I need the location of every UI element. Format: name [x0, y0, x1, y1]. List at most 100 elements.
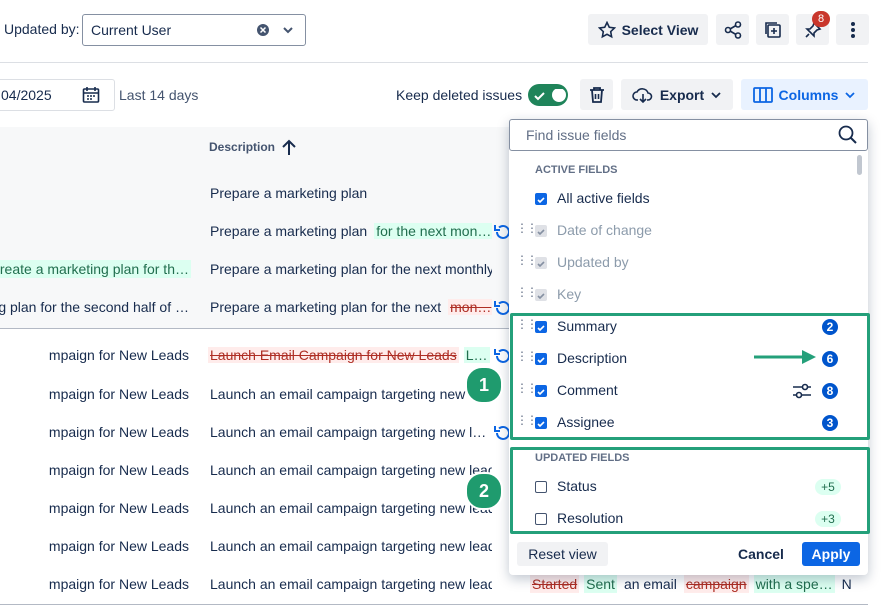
column-header[interactable]: Description — [209, 140, 276, 154]
cell: mpaign for New Leads — [47, 538, 196, 554]
count-badge: 3 — [822, 415, 838, 431]
diff-text: mpaign for New Leads — [48, 424, 189, 440]
drag-handle: ⋮⋮ — [516, 413, 538, 427]
field-row[interactable]: Resolution +3 — [509, 509, 859, 529]
restore-icon[interactable] — [493, 299, 511, 317]
checkbox — [535, 257, 547, 269]
select-icons — [257, 24, 293, 36]
cell: Prepare a marketing plan for the next mon… — [208, 299, 492, 315]
callout: 2 — [465, 472, 503, 510]
restore-icon[interactable] — [493, 223, 511, 241]
checkbox[interactable] — [535, 193, 547, 205]
cancel-button[interactable]: Cancel — [738, 546, 784, 562]
diff-text: Sent — [584, 575, 617, 593]
search-field[interactable]: Find issue fields — [509, 119, 868, 151]
count-badge: +3 — [815, 511, 841, 527]
drag-handle: ⋮⋮ — [516, 221, 538, 235]
drag-handle: ⋮⋮ — [516, 381, 538, 395]
drag-handle: ⋮⋮ — [516, 285, 538, 299]
field-row[interactable]: ⋮⋮ Date of change — [509, 221, 859, 241]
field-label: Comment — [557, 382, 618, 398]
field-row[interactable]: ⋮⋮ Summary 2 — [509, 317, 859, 337]
divider — [0, 62, 868, 63]
trash-icon — [589, 86, 604, 103]
diff-text: with a spe… — [753, 575, 835, 593]
diff-text: Prepare a marketing plan — [210, 185, 368, 201]
diff-text: mon… — [448, 299, 492, 315]
field-row[interactable]: ⋮⋮ Updated by — [509, 253, 859, 273]
cell: mpaign for New Leads — [47, 424, 196, 440]
cell: Launch an email campaign targeting new l… — [208, 462, 492, 478]
more-button[interactable] — [836, 14, 869, 45]
diff-text: Launch an email campaign targeting new l… — [210, 462, 492, 478]
notification-badge: 8 — [812, 11, 830, 27]
toggle-icon — [534, 89, 566, 102]
chevron — [711, 91, 721, 98]
toggle[interactable] — [528, 84, 568, 106]
field-label: Key — [557, 286, 582, 302]
cell: Launch an email campaign targeting new l… — [208, 424, 492, 440]
field-label: Date of change — [557, 222, 652, 238]
highlight-box — [510, 313, 870, 440]
diff-text: Prepare a marketing plan for the next mo… — [210, 261, 492, 277]
check — [537, 357, 545, 364]
restore-icon[interactable] — [493, 424, 511, 442]
field-label: All active fields — [557, 190, 650, 206]
diff-text: mpaign for New Leads — [48, 386, 189, 402]
checkbox[interactable] — [535, 417, 547, 429]
count-badge: 2 — [822, 319, 838, 335]
diff-text: mpaign for New Leads — [48, 500, 189, 516]
diff-text: an email — [623, 576, 677, 592]
apply-button[interactable]: Apply — [802, 542, 860, 566]
select-value: Current User — [91, 22, 172, 38]
sliders — [793, 383, 811, 399]
field-row[interactable]: ⋮⋮ Assignee 3 — [509, 413, 859, 433]
columns-button[interactable]: Columns — [741, 79, 868, 110]
field-row[interactable]: All active fields — [509, 189, 859, 209]
checkbox[interactable] — [535, 481, 547, 493]
field-row[interactable]: ⋮⋮ Key — [509, 285, 859, 305]
export-button[interactable]: Export — [621, 79, 733, 110]
filter-icon[interactable] — [792, 382, 812, 403]
reset-button[interactable]: Reset view — [517, 542, 608, 566]
chevron — [845, 91, 856, 98]
date-field[interactable]: 04/2025 — [0, 79, 115, 111]
diff-text: Started — [530, 575, 580, 593]
columns-panel: Find issue fields ACTIVE FIELDS UPDATED … — [509, 119, 868, 575]
field-row[interactable]: ⋮⋮ Description 6 — [509, 349, 859, 369]
cell: Launch an email campaign targeting new l… — [208, 500, 492, 516]
diff-text: Prepare a marketing plan for the next — [210, 299, 442, 315]
cell: Prepare a marketing plan for the next mon… — [208, 223, 492, 239]
delete-button[interactable] — [580, 79, 613, 110]
field-row[interactable]: Status +5 — [509, 477, 859, 497]
checkbox[interactable] — [535, 385, 547, 397]
export-page-button[interactable] — [756, 14, 789, 45]
button-label: Reset view — [528, 546, 597, 562]
diff-text: Create a marketing plan for th… — [0, 260, 191, 278]
field-label: Resolution — [557, 510, 624, 526]
pin-icon — [804, 21, 821, 38]
group-divider — [0, 328, 868, 329]
field-label: Status — [557, 478, 597, 494]
check — [537, 389, 545, 396]
diff-text: Launch an email campaign targeting new l… — [210, 500, 492, 516]
diff-text: L… — [463, 347, 490, 363]
select-view-button[interactable]: Select View — [588, 14, 708, 45]
checkbox[interactable] — [535, 513, 547, 525]
user-select[interactable]: Current User — [82, 14, 306, 46]
checkbox[interactable] — [535, 321, 547, 333]
diff-text: Launch an email campaign targeting new l… — [210, 576, 492, 592]
cell: mpaign for New Leads — [47, 462, 196, 478]
share-button[interactable] — [716, 14, 749, 45]
field-row[interactable]: ⋮⋮ Comment 8 — [509, 381, 859, 401]
restore-icon[interactable] — [493, 347, 511, 365]
count-badge: 8 — [822, 383, 838, 399]
diff-text: Launch an email campaign targeting new l… — [210, 386, 487, 402]
checkbox[interactable] — [535, 353, 547, 365]
label: Updated by: — [4, 21, 80, 37]
button-label: Select View — [621, 21, 699, 38]
cell: mpaign for New Leads — [47, 576, 196, 592]
share-icon — [724, 20, 741, 39]
table-bottom — [0, 604, 868, 605]
